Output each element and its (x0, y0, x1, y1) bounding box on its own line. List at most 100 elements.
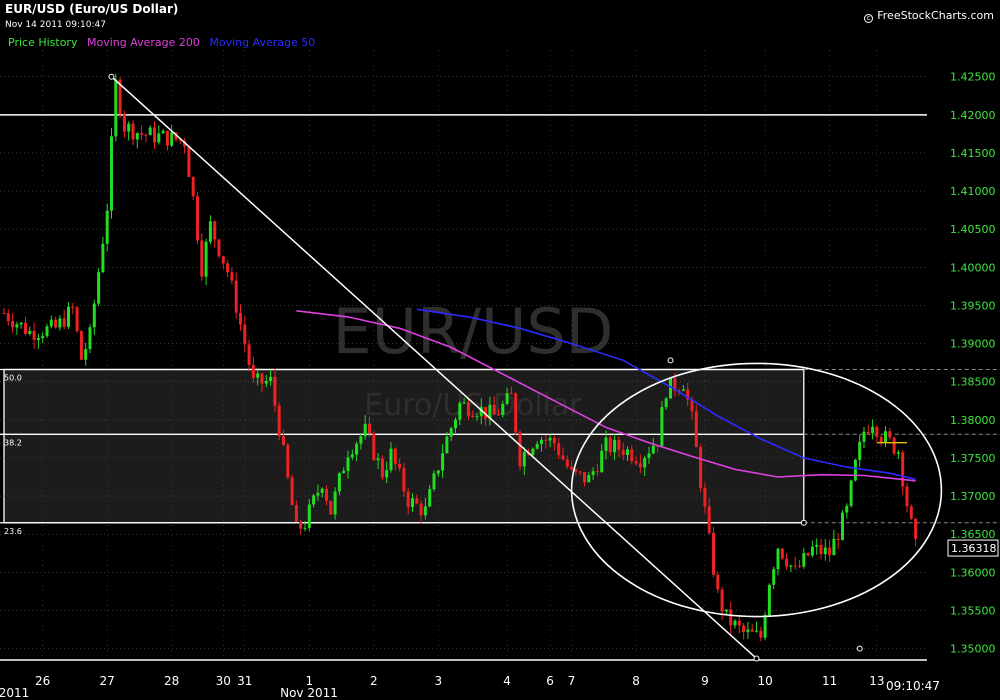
brand-link[interactable]: c FreeStockCharts.com (864, 9, 994, 23)
candle-body (15, 324, 19, 328)
candle-body (574, 469, 578, 472)
candle-body (239, 312, 242, 325)
candle-body (445, 436, 449, 454)
candle-body (406, 491, 410, 508)
candle-body (213, 221, 217, 240)
last-price-box (947, 539, 999, 557)
y-tick-label: 1.36000 (950, 566, 996, 579)
watermark-symbol: EUR/USD (333, 295, 614, 368)
candle-body (462, 402, 466, 404)
candle-body (234, 280, 238, 313)
trend-line (110, 76, 758, 660)
candle-body (58, 318, 62, 328)
candle-body (746, 629, 750, 633)
y-tick-label: 1.36500 (950, 528, 996, 541)
candle-body (423, 506, 427, 516)
candle-body (733, 620, 737, 626)
x-time-label: 09:10:47 (886, 679, 940, 693)
y-tick-label: 1.37000 (950, 490, 996, 503)
x-month-label: 2011 (0, 686, 29, 700)
candle-body (200, 240, 204, 277)
candle-body (277, 405, 281, 436)
candle-body (892, 437, 896, 454)
candle-body (32, 330, 36, 341)
chart-timestamp: Nov 14 2011 09:10:47 (5, 20, 106, 30)
candle-body (505, 393, 509, 404)
candle-body (170, 132, 174, 146)
candle-body (157, 133, 161, 143)
candle-body (750, 629, 754, 632)
chart-title: EUR/USD (Euro/US Dollar) (5, 2, 179, 16)
anchor-marker (667, 357, 674, 364)
y-tick-label: 1.41500 (950, 147, 996, 160)
fib-level-label: 23.6 (4, 527, 22, 536)
candle-body (514, 393, 518, 433)
candle-body (28, 330, 32, 334)
candle-body (690, 399, 694, 412)
candle-body (191, 177, 195, 197)
candle-body (634, 461, 638, 464)
candle-body (638, 463, 642, 468)
candle-body (264, 381, 268, 384)
candle-body (6, 313, 10, 322)
candle-body (509, 393, 513, 395)
candle-body (793, 565, 797, 567)
candle-body (350, 454, 354, 458)
candle-body (802, 553, 806, 567)
candle-body (67, 306, 70, 327)
candle-body (518, 432, 522, 467)
x-tick-label: 8 (632, 674, 640, 688)
candle-body (660, 407, 664, 446)
candle-body (841, 512, 844, 540)
candle-body (294, 505, 298, 522)
candle-body (479, 407, 483, 417)
candle-body (578, 471, 582, 473)
candle-body (905, 486, 909, 507)
candle-body (402, 468, 406, 492)
candle-body (110, 136, 113, 211)
candle-body (243, 324, 247, 345)
candle-body (312, 495, 316, 505)
candle-body (329, 500, 333, 515)
candle-body (613, 439, 617, 453)
candle-body (767, 584, 771, 616)
candle-body (884, 431, 887, 443)
y-tick-label: 1.39000 (950, 338, 996, 351)
anchor-marker (753, 655, 760, 662)
candle-body (411, 498, 414, 508)
candle-body (286, 444, 290, 478)
candle-body (359, 436, 363, 444)
candle-body (161, 130, 165, 134)
chart-legend: Price History Moving Average 200 Moving … (8, 36, 321, 49)
candle-body (522, 451, 526, 467)
candle-body (914, 518, 918, 539)
candle-body (114, 79, 118, 137)
candle-body (871, 426, 875, 434)
candle-body (488, 404, 492, 419)
candle-body (79, 331, 83, 360)
candle-body (178, 139, 182, 141)
candle-body (333, 491, 337, 515)
candle-body (118, 79, 122, 115)
candle-body (552, 437, 556, 444)
candle-body (256, 373, 260, 378)
candle-body (449, 428, 453, 437)
candle-body (716, 574, 720, 590)
x-tick-label: 31 (237, 674, 252, 688)
candle-body (165, 130, 169, 146)
candle-body (226, 263, 230, 273)
y-tick-label: 1.41000 (950, 185, 996, 198)
y-tick-label: 1.42500 (950, 71, 996, 84)
candle-body (604, 437, 608, 451)
candle-body (398, 463, 402, 469)
candle-body (196, 196, 199, 241)
candle-body (144, 134, 148, 136)
candle-body (316, 492, 320, 496)
y-tick-label: 1.40500 (950, 223, 996, 236)
candle-body (251, 364, 255, 378)
candle-body (269, 376, 273, 382)
y-tick-label: 1.38000 (950, 414, 996, 427)
candle-body (303, 527, 307, 529)
candle-body (346, 457, 350, 471)
